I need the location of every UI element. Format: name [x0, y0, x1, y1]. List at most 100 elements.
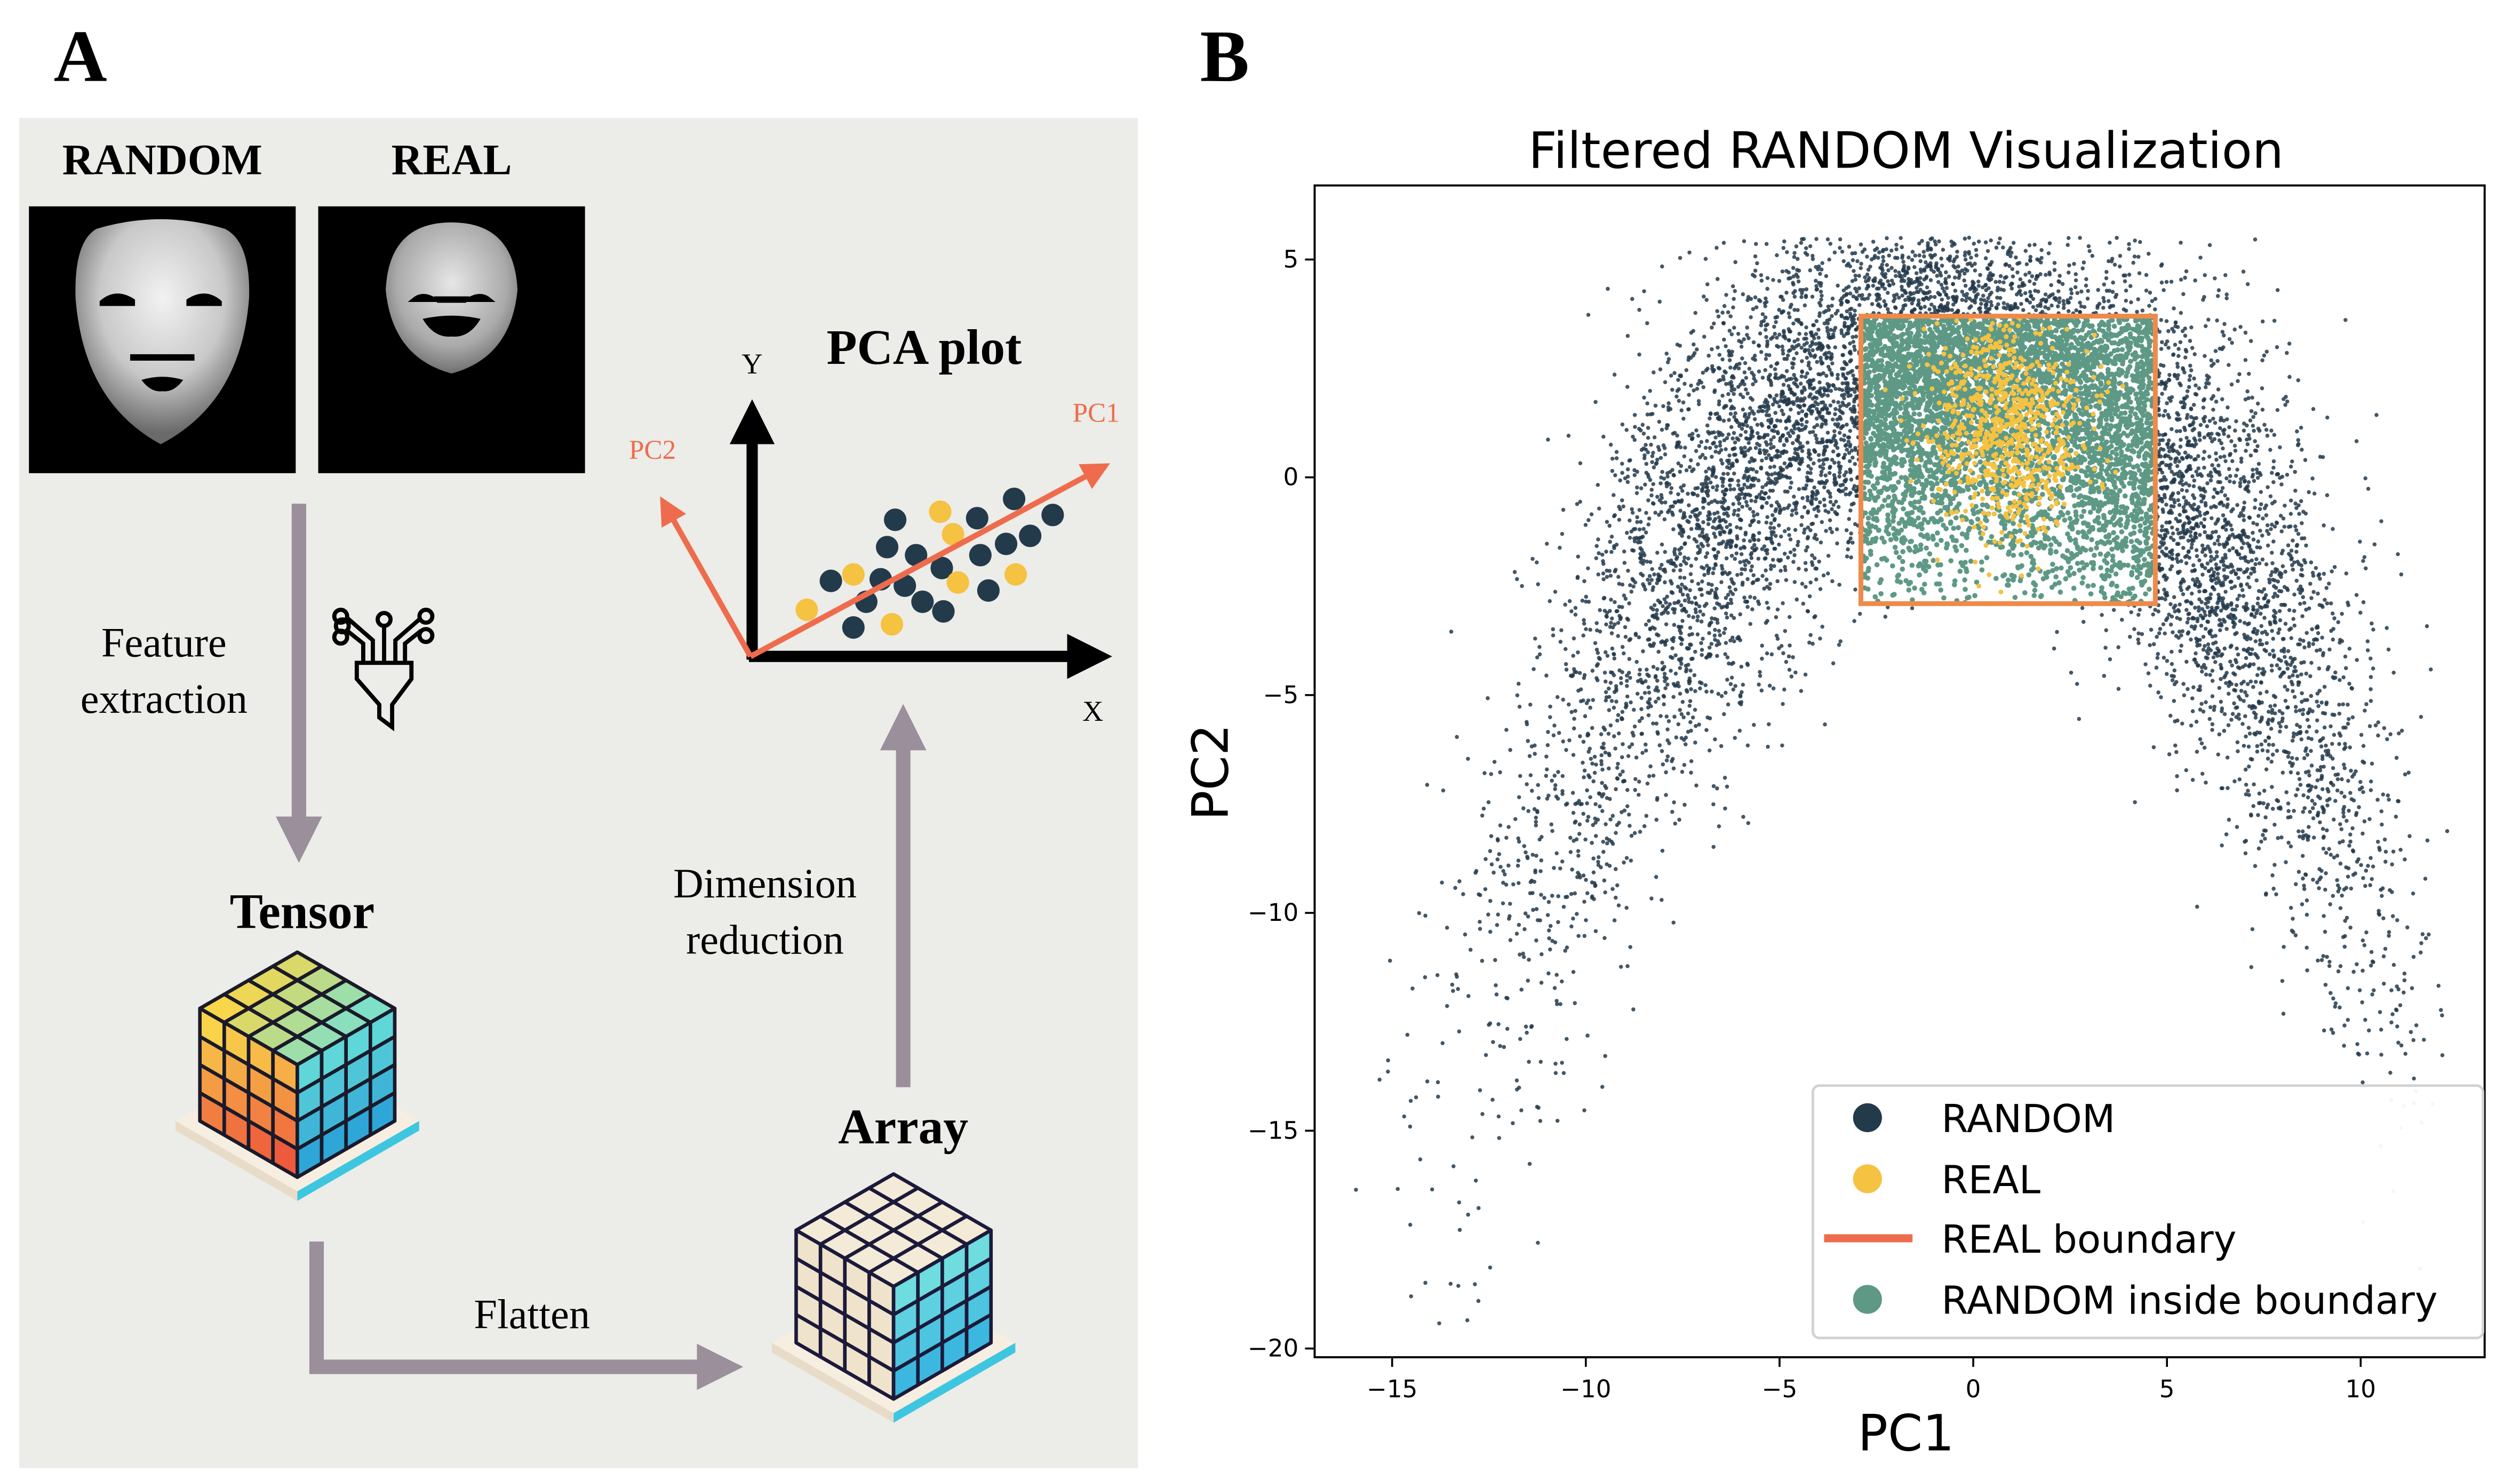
- random-point: [1569, 609, 1574, 614]
- random-point: [1678, 658, 1682, 663]
- random-point: [2155, 656, 2160, 660]
- random-point: [2267, 736, 2271, 740]
- random-point: [1777, 471, 1781, 475]
- random-point: [1768, 442, 1773, 446]
- random-point: [2371, 864, 2375, 869]
- random-point: [2243, 358, 2248, 362]
- random-point: [1769, 364, 1773, 369]
- random-point: [2375, 839, 2380, 844]
- random-point: [1603, 890, 1607, 895]
- random-point: [2136, 612, 2141, 617]
- random-point: [2250, 558, 2254, 563]
- random-point: [1717, 450, 1721, 455]
- random-point: [2311, 878, 2315, 882]
- random-point: [1745, 662, 1750, 666]
- random-point: [2262, 423, 2267, 427]
- random-point: [1925, 285, 1929, 290]
- random-point: [1857, 286, 1861, 291]
- random-point: [1985, 249, 1990, 253]
- random-point: [2367, 724, 2372, 728]
- random-point: [2170, 427, 2174, 432]
- random-point: [2100, 612, 2104, 617]
- random-point: [1659, 493, 1664, 497]
- random-point: [1613, 600, 1617, 604]
- random-point: [2259, 502, 2263, 506]
- random-point: [1701, 612, 1705, 617]
- random-point: [1621, 742, 1625, 746]
- random-point: [1581, 739, 1586, 744]
- random-point: [1666, 401, 1671, 405]
- random-point: [2290, 459, 2294, 464]
- random-point: [2178, 444, 2183, 449]
- random-point: [2190, 346, 2195, 350]
- random-point: [2253, 505, 2257, 510]
- random-point: [2274, 585, 2278, 590]
- random-point: [1652, 572, 1656, 577]
- random-point: [1660, 427, 1664, 432]
- random-point: [1632, 724, 1637, 729]
- random-point: [1791, 655, 1795, 659]
- random-point: [1716, 314, 1721, 319]
- random-point: [1665, 423, 1670, 427]
- random-point: [1601, 849, 1606, 854]
- random-point: [2369, 788, 2373, 792]
- random-point: [1620, 755, 1624, 760]
- random-point: [1601, 571, 1606, 576]
- random-point: [2085, 296, 2090, 301]
- random-point: [1633, 580, 1638, 585]
- random-point: [1593, 929, 1598, 933]
- pca-dot-random: [894, 574, 916, 597]
- random-point: [1791, 456, 1796, 460]
- random-point: [2295, 787, 2300, 792]
- random-point: [2224, 296, 2229, 300]
- random-point: [1838, 417, 1843, 421]
- random-point: [1726, 310, 1730, 315]
- random-point: [2203, 512, 2207, 516]
- random-point: [2342, 1023, 2347, 1028]
- random-point: [1704, 602, 1709, 606]
- random-point: [2248, 550, 2253, 554]
- random-point: [2219, 666, 2223, 671]
- random-point: [2423, 877, 2428, 881]
- random-point: [2291, 734, 2296, 739]
- random-point: [1934, 242, 1938, 246]
- random-point: [1729, 613, 1734, 618]
- random-point: [1576, 554, 1580, 559]
- random-point: [1805, 471, 1810, 475]
- random-point: [2194, 535, 2198, 540]
- random-point: [1755, 495, 1759, 500]
- random-point: [1803, 348, 1807, 353]
- random-point: [2272, 823, 2277, 827]
- random-point: [1814, 416, 1819, 421]
- random-point: [2215, 576, 2220, 580]
- random-point: [2367, 817, 2372, 821]
- random-point: [2004, 275, 2008, 280]
- random-point: [2267, 710, 2271, 714]
- random-point: [1830, 296, 1835, 301]
- random-point: [1678, 568, 1682, 572]
- random-point: [1711, 547, 1716, 552]
- random-point: [1486, 800, 1491, 805]
- random-point: [1588, 705, 1592, 710]
- random-point: [2211, 416, 2215, 421]
- random-point: [2242, 570, 2246, 575]
- random-point: [2390, 862, 2394, 866]
- random-point: [2270, 551, 2274, 555]
- random-point: [2376, 720, 2381, 725]
- random-point: [2322, 765, 2326, 769]
- random-point: [2118, 253, 2123, 258]
- random-point: [1694, 526, 1699, 530]
- random-point: [1630, 507, 1634, 512]
- random-point: [1807, 385, 1812, 390]
- random-point: [1643, 742, 1648, 747]
- random-point: [1626, 813, 1631, 817]
- random-point: [2358, 610, 2363, 615]
- random-point: [2068, 296, 2073, 300]
- random-point: [1652, 370, 1656, 375]
- random-point: [1527, 1161, 1532, 1166]
- random-point: [1559, 628, 1564, 632]
- random-point: [2344, 916, 2349, 920]
- random-point: [2312, 491, 2317, 496]
- random-point: [2072, 261, 2076, 266]
- random-point: [1609, 550, 1614, 554]
